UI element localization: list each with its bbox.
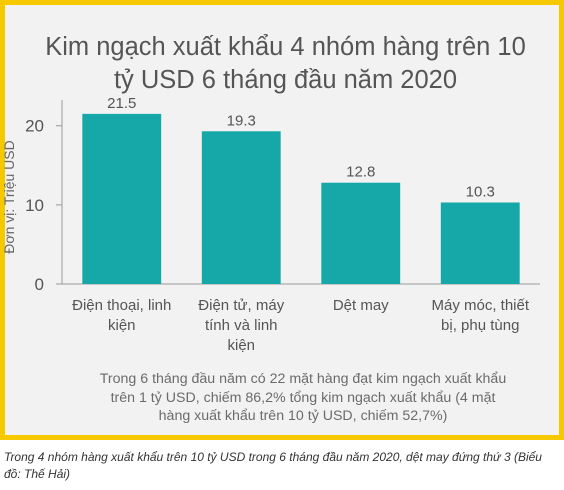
x-tick-label: Máy móc, thiết bị, phụ tùng [431,297,529,334]
x-tick-label-line: Điện thoại, linh [72,297,171,314]
x-tick-label: Điện thoại, linh kiện [72,297,171,334]
bar-value-label: 12.8 [346,164,375,181]
bars: 21.5 Điện thoại, linh kiện 19.3 Điện tử, máy… [72,95,530,354]
bar [201,131,281,284]
x-tick-label-line: tính và linh [205,317,278,334]
chart-note-line-2: trên 1 tỷ USD, chiếm 86,2% tổng kim ngạc… [110,389,496,406]
x-tick-label-line: Điện tử, máy [198,297,284,314]
bar-value-label: 21.5 [107,95,136,112]
bar [440,202,520,284]
bar-value-label: 19.3 [227,112,256,129]
x-tick-label-line: bị, phụ tùng [441,317,519,334]
chart-title: Kim ngạch xuất khẩu 4 nhóm hàng trên 10 … [13,31,558,97]
x-tick-label: Điện tử, máy tính và linh kiện [198,297,284,354]
chart-note-line-3: hàng xuất khẩu trên 10 tỷ USD, chiếm 52,… [158,408,448,424]
image-caption: Trong 4 nhóm hàng xuất khẩu trên 10 tỷ U… [4,450,542,481]
bar-chart: Đơn vị: Triệu USD 0 10 20 21.5 Điện thoại, … [1,95,540,354]
x-tick-label-line: Dệt may [333,297,389,314]
chart-note: Trong 6 tháng đầu năm có 22 mặt hàng đạt… [58,370,548,426]
x-tick-label: Dệt may [333,297,389,314]
x-tick-label-line: kiện [108,317,136,334]
y-tick-label: 0 [35,275,44,294]
chart-note-line-1: Trong 6 tháng đầu năm có 22 mặt hàng đạt… [99,371,507,387]
bar-value-label: 10.3 [466,183,495,200]
x-tick-label-line: kiện [227,337,255,354]
chart-title-line-2: tỷ USD 6 tháng đầu năm 2020 [113,66,458,94]
y-axis-label: Đơn vị: Triệu USD [1,140,17,253]
chart-title-line-1: Kim ngạch xuất khẩu 4 nhóm hàng trên 10 [45,33,526,61]
y-tick-label: 10 [25,196,44,215]
bar [82,113,162,284]
y-tick-label: 20 [25,117,44,136]
bar [321,182,401,284]
x-tick-label-line: Máy móc, thiết [431,297,529,314]
